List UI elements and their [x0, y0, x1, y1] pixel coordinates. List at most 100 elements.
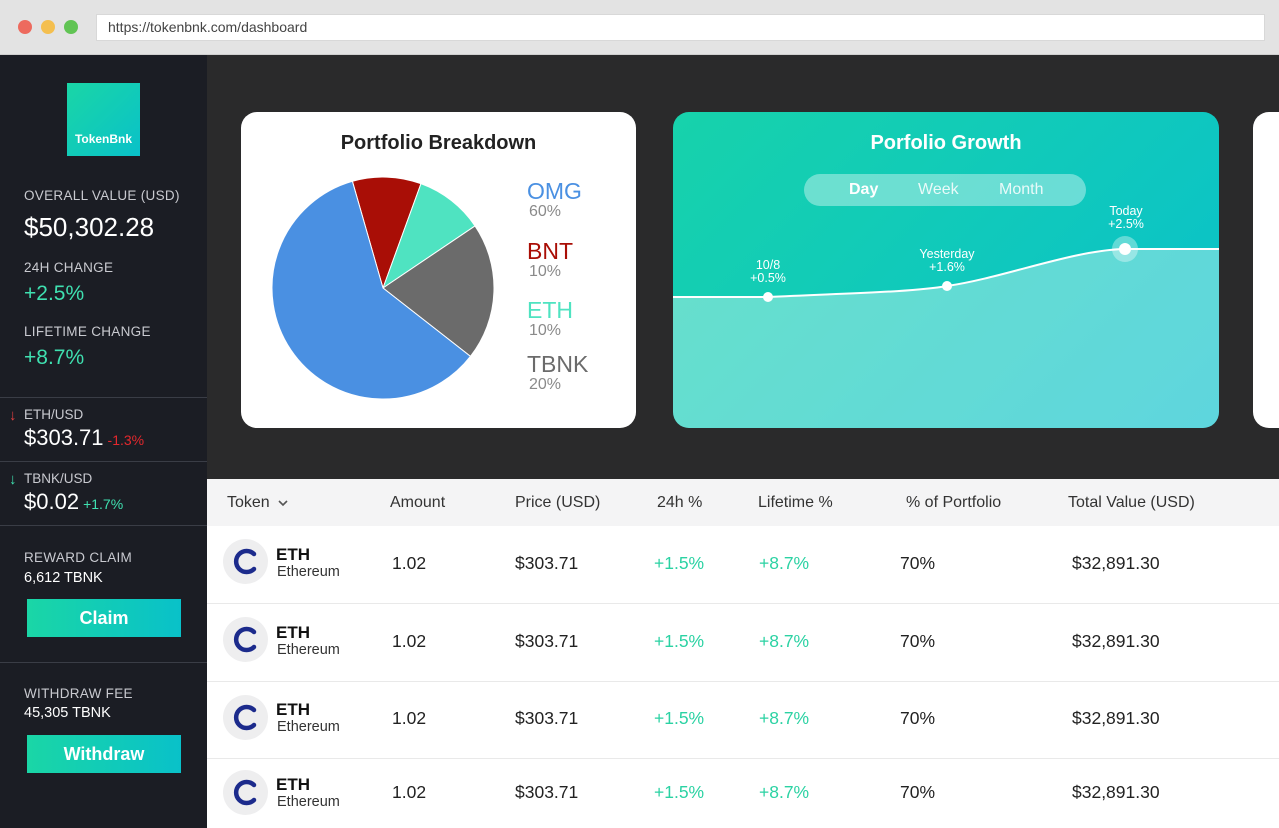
point-date: Today [1109, 204, 1143, 218]
growth-area [673, 249, 1219, 428]
cell-amount: 1.02 [392, 553, 427, 573]
divider [0, 461, 207, 462]
arrow-down-icon: ↓ [9, 407, 17, 424]
cell-price: $303.71 [515, 782, 579, 802]
growth-point-current[interactable] [1119, 243, 1131, 255]
growth-point-label: Today +2.5% [1086, 205, 1166, 231]
token-name: Ethereum [277, 794, 340, 810]
overall-value-label: OVERALL VALUE (USD) [24, 188, 180, 203]
pie-slice-omg[interactable] [271, 180, 472, 400]
cell-24h-change: +1.5% [654, 553, 705, 573]
legend-item-omg: OMG 60% [527, 180, 582, 221]
window-close-button[interactable] [18, 20, 32, 34]
cell-portfolio-percent: 70% [900, 708, 936, 728]
address-bar[interactable]: https://tokenbnk.com/dashboard [96, 14, 1265, 41]
growth-point[interactable] [942, 281, 952, 291]
token-name: Ethereum [277, 642, 340, 658]
token-logo [223, 770, 268, 815]
ethereum-coin-icon [233, 626, 257, 653]
legend-name: BNT [527, 238, 573, 264]
growth-point-label: Yesterday +1.6% [907, 248, 987, 274]
cell-amount: 1.02 [392, 631, 427, 651]
pair-label-tbnk-usd: TBNK/USD [24, 471, 93, 486]
token-logo [223, 617, 268, 662]
token-logo [223, 695, 268, 740]
pie-slice-tbnk[interactable] [382, 225, 495, 358]
next-card [1253, 112, 1279, 428]
growth-line-chart [673, 236, 1219, 428]
lifetime-change-value: +8.7% [24, 346, 85, 369]
table-header: Token Amount Price (USD) 24h % Lifetime … [207, 479, 1279, 526]
growth-point[interactable] [763, 292, 773, 302]
window-maximize-button[interactable] [64, 20, 78, 34]
pair-price-value: $303.71 [24, 425, 104, 450]
column-header-lifetime[interactable]: Lifetime % [758, 494, 833, 511]
token-symbol: ETH [276, 623, 310, 642]
legend-percent: 60% [529, 203, 562, 220]
token-symbol: ETH [276, 700, 310, 719]
table-row[interactable]: ETH Ethereum 1.02 $303.71 +1.5% +8.7% 70… [207, 759, 1279, 828]
column-header-amount[interactable]: Amount [390, 494, 446, 511]
token-symbol: ETH [276, 545, 310, 564]
table-row[interactable]: ETH Ethereum 1.02 $303.71 +1.5% +8.7% 70… [207, 682, 1279, 759]
column-header-total-value[interactable]: Total Value (USD) [1068, 494, 1195, 511]
legend-item-eth: ETH 10% [527, 299, 573, 340]
change-24h-value: +2.5% [24, 282, 85, 305]
cell-total-value: $32,891.30 [1072, 708, 1160, 728]
column-header-portfolio[interactable]: % of Portfolio [906, 494, 1002, 511]
legend-percent: 10% [529, 263, 562, 280]
pair-price-value: $0.02 [24, 489, 80, 514]
change-24h-label: 24H CHANGE [24, 260, 114, 275]
cell-portfolio-percent: 70% [900, 631, 936, 651]
tab-month[interactable]: Month [999, 181, 1044, 198]
withdraw-fee-label: WITHDRAW FEE [24, 686, 133, 701]
cell-lifetime-change: +8.7% [759, 708, 810, 728]
claim-button[interactable]: Claim [27, 599, 181, 637]
legend-name: ETH [527, 297, 573, 323]
dashboard-cards-area: Portfolio Breakdown OMG 60% BNT 10% ETH … [207, 55, 1279, 479]
pair-label-eth-usd: ETH/USD [24, 407, 84, 422]
legend-percent: 10% [529, 322, 562, 339]
point-date: 10/8 [755, 258, 781, 272]
lifetime-change-label: LIFETIME CHANGE [24, 324, 151, 339]
cell-price: $303.71 [515, 708, 579, 728]
tab-day[interactable]: Day [849, 181, 879, 198]
reward-claim-label: REWARD CLAIM [24, 550, 133, 565]
logo-text: TokenBnk [74, 132, 133, 146]
cell-total-value: $32,891.30 [1072, 553, 1160, 573]
withdraw-button[interactable]: Withdraw [27, 735, 181, 773]
arrow-down-icon: ↓ [9, 471, 17, 488]
column-header-token[interactable]: Token [227, 479, 289, 526]
logo[interactable]: TokenBnk [67, 83, 140, 156]
legend-item-tbnk: TBNK 20% [527, 353, 588, 394]
tab-week[interactable]: Week [918, 181, 959, 198]
cell-24h-change: +1.5% [654, 631, 705, 651]
table-row[interactable]: ETH Ethereum 1.02 $303.71 +1.5% +8.7% 70… [207, 604, 1279, 682]
cell-price: $303.71 [515, 553, 579, 573]
header-label: Token [227, 494, 270, 511]
column-header-price[interactable]: Price (USD) [515, 494, 601, 511]
overall-value: $50,302.28 [24, 212, 155, 242]
portfolio-pie-chart [271, 176, 495, 400]
divider [0, 662, 207, 663]
window-minimize-button[interactable] [41, 20, 55, 34]
period-toggle: Day Week Month [804, 174, 1086, 206]
token-table: Token Amount Price (USD) 24h % Lifetime … [207, 479, 1279, 828]
withdraw-fee-value: 45,305 TBNK [24, 705, 111, 721]
chevron-down-icon [278, 500, 288, 506]
portfolio-breakdown-title: Portfolio Breakdown [340, 132, 537, 154]
ethereum-coin-icon [233, 704, 257, 731]
table-row[interactable]: ETH Ethereum 1.02 $303.71 +1.5% +8.7% 70… [207, 526, 1279, 604]
legend-name: TBNK [527, 351, 589, 377]
cell-total-value: $32,891.30 [1072, 631, 1160, 651]
token-logo [223, 539, 268, 584]
point-value: +2.5% [1108, 217, 1144, 231]
point-value: +0.5% [750, 271, 786, 285]
point-date: Yesterday [919, 247, 975, 261]
column-header-24h[interactable]: 24h % [657, 494, 703, 511]
divider [0, 525, 207, 526]
legend-name: OMG [527, 178, 582, 204]
pair-change-eth-usd: -1.3% [107, 432, 145, 448]
portfolio-breakdown-card: Portfolio Breakdown OMG 60% BNT 10% ETH … [241, 112, 636, 428]
pair-price-eth-usd: $303.71 -1.3% [24, 425, 144, 451]
